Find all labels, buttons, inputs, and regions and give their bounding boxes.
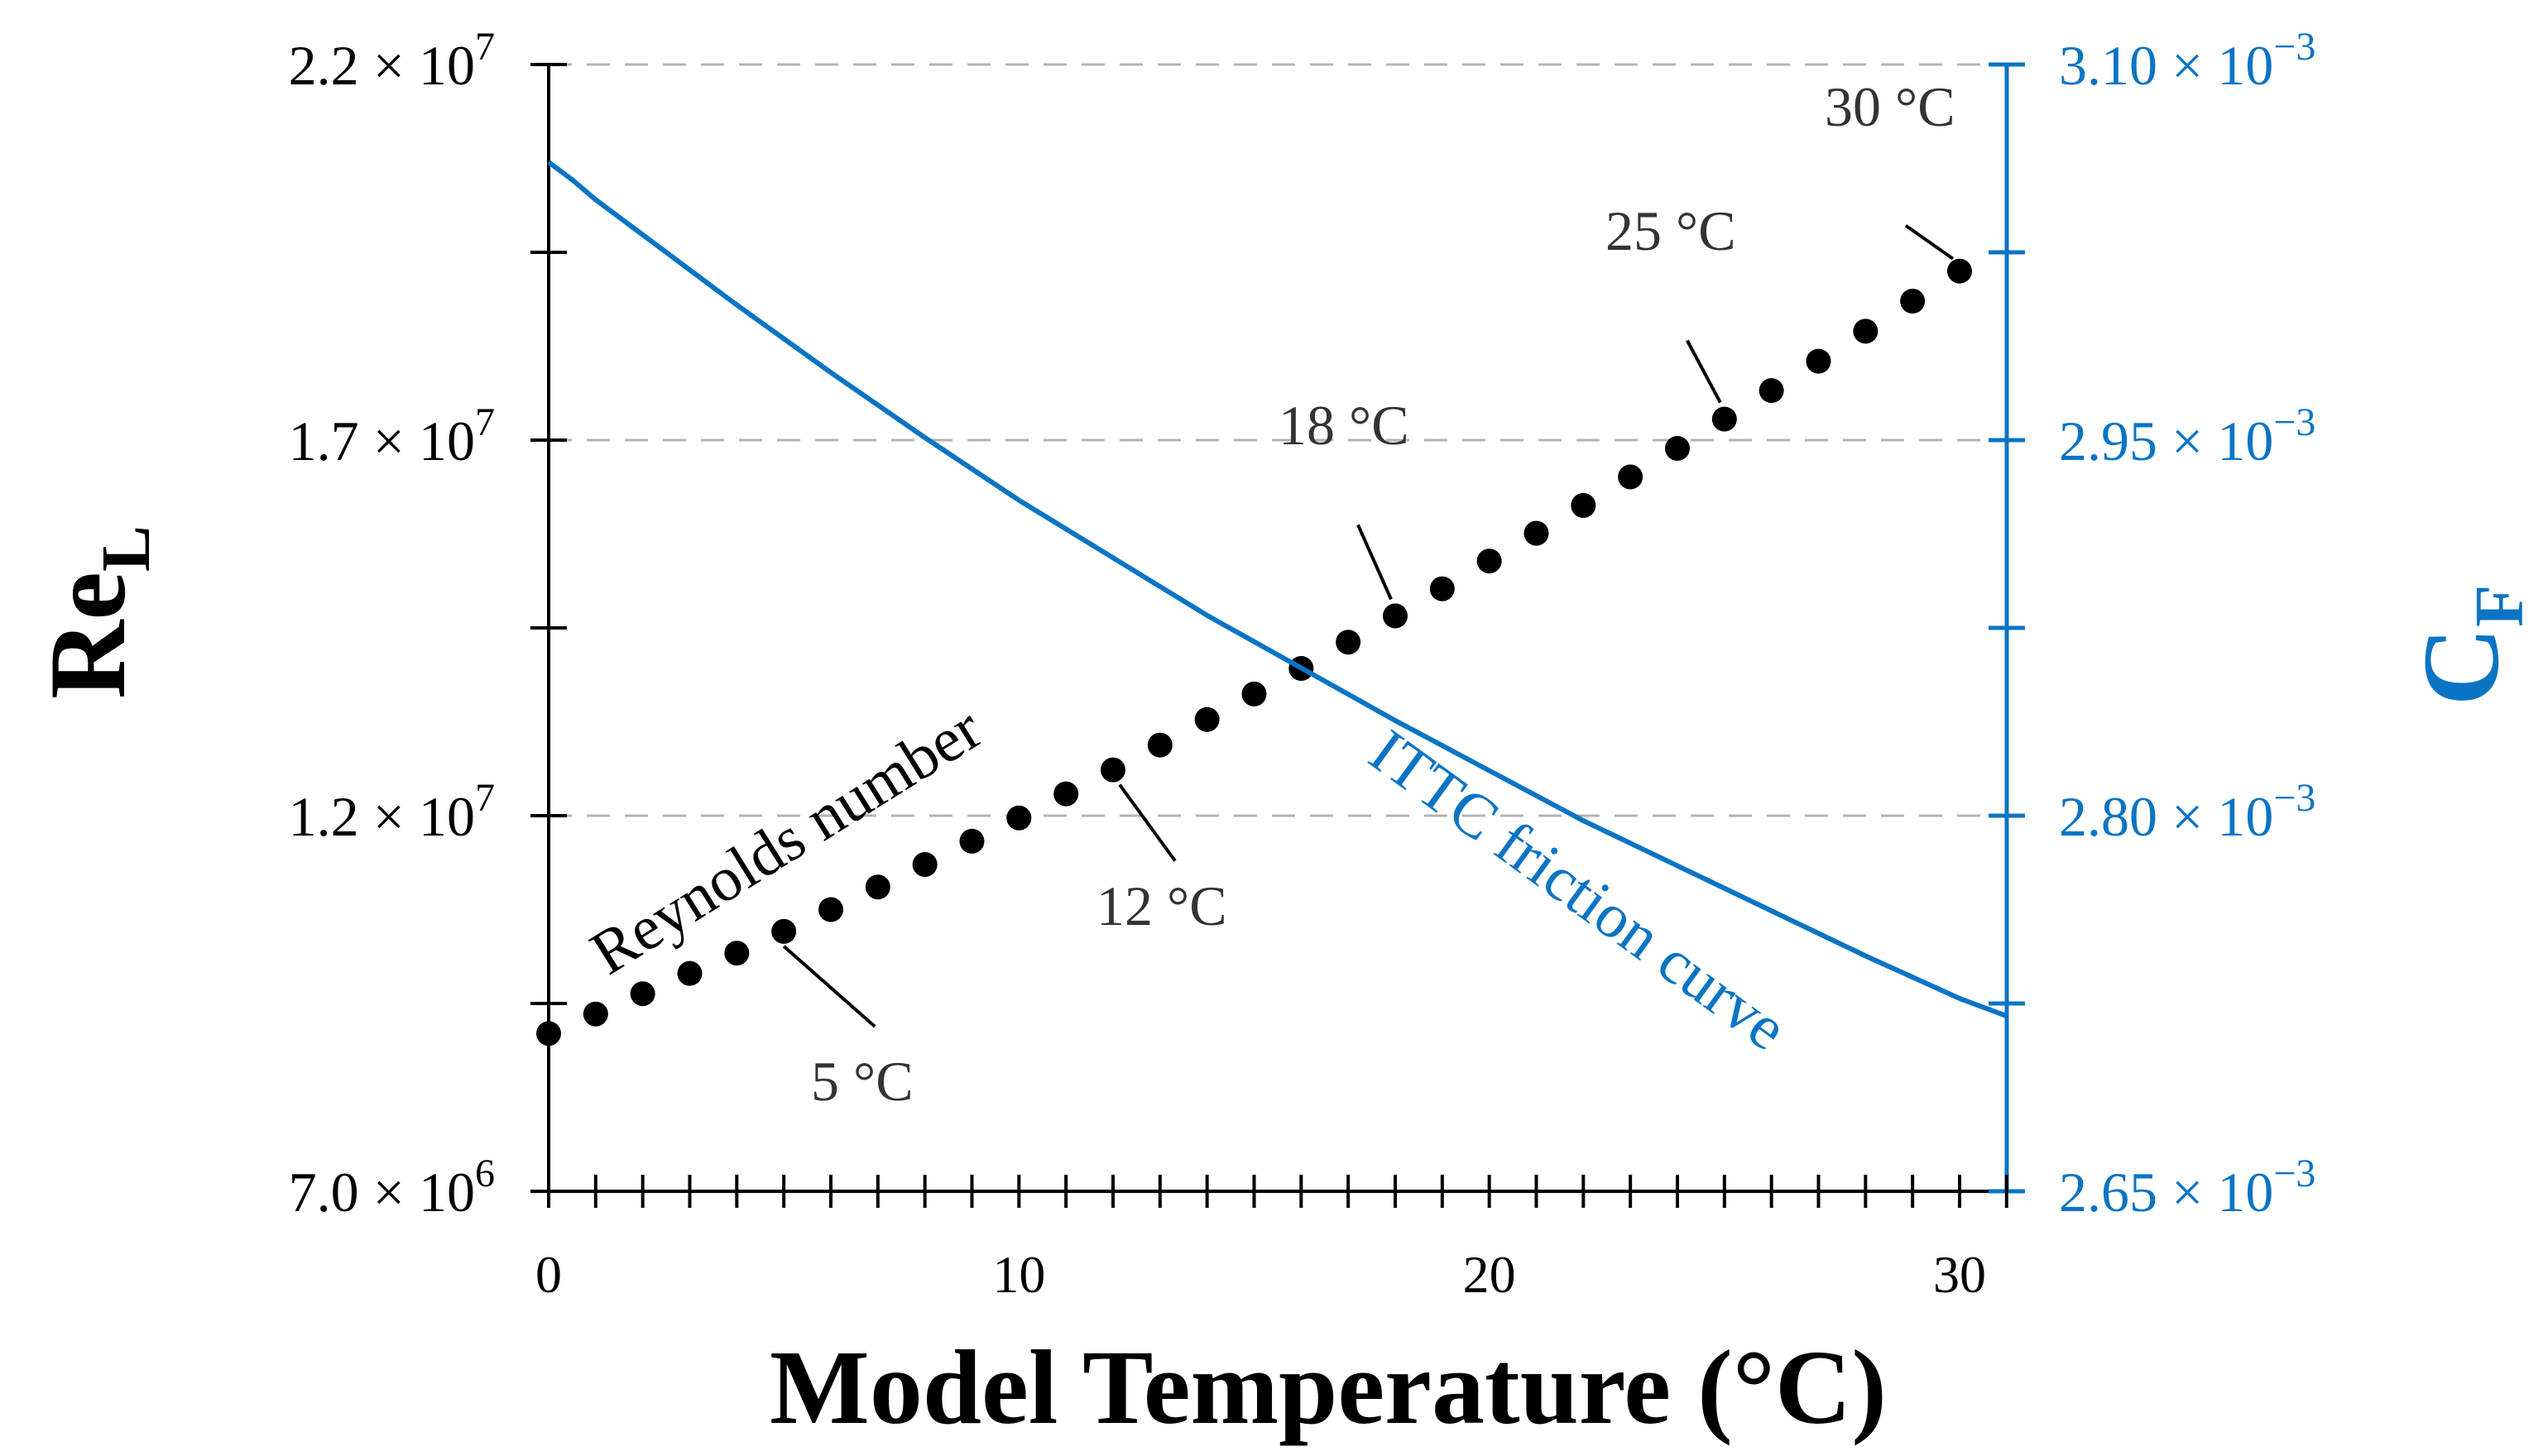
right-tick-label: 2.65 × 10−3 [2059,1152,2315,1224]
reynolds-point [1053,781,1079,807]
annotation-label: 5 °C [811,1050,914,1113]
reynolds-point [1853,318,1878,344]
annotation-leader [782,945,876,1028]
left-tick-label: 2.2 × 107 [289,25,495,97]
reynolds-point [1336,630,1361,655]
right-tick-label: 3.10 × 10−3 [2059,25,2315,97]
reynolds-point [1194,706,1220,732]
reynolds-point [1806,348,1831,374]
reynolds-point [1147,732,1173,758]
reynolds-point [1101,757,1125,783]
reynolds-point [912,852,938,878]
annotation-leader [1118,783,1177,862]
reynolds-point [1947,258,1972,284]
reynolds-series-label: Reynolds number [578,693,993,988]
reynolds-point [677,960,703,986]
left-tick-label: 1.7 × 107 [289,400,495,472]
x-tick-label: 0 [535,1245,562,1304]
x-axis-title: Model Temperature (°C) [770,1329,1887,1446]
reynolds-point [1711,406,1737,432]
label-layer: Reynolds number ITTC friction curveModel … [26,525,2538,1446]
annotation-leader [1904,224,1955,261]
grid-layer [549,63,2007,817]
reynolds-point [1383,603,1408,629]
reynolds-point [818,897,843,922]
annotation-label: 30 °C [1825,75,1955,138]
reynolds-point [1900,289,1926,314]
reynolds-point [1241,681,1267,706]
right-tick-label: 2.80 × 10−3 [2059,776,2315,848]
annotation-layer: 5 °C 12 °C 18 °C 25 °C 30 °C [782,75,1955,1113]
reynolds-point [865,874,890,900]
reynolds-point [1476,548,1502,574]
x-tick-label: 30 [1933,1245,1986,1304]
ittc-curve-line [547,160,2008,1018]
reynolds-point [630,981,655,1007]
reynolds-point [959,828,985,854]
right-axis-title: CF [2400,585,2538,706]
reynolds-point [1429,576,1455,601]
reynolds-point [1523,520,1549,546]
left-tick-label: 7.0 × 106 [289,1152,495,1224]
reynolds-point [724,941,750,966]
annotation-label: 25 °C [1605,199,1736,262]
x-tick-label: 10 [992,1245,1045,1304]
reynolds-point [1665,435,1690,461]
axes-layer: 7.0 × 106 1.2 × 107 1.7 × 107 2.2 × 107 2.65… [289,25,2316,1304]
annotation-leader [1686,339,1722,404]
reynolds-point [1759,378,1784,404]
reynolds-point [1618,464,1643,490]
series-layer [536,160,2008,1046]
reynolds-point [1006,805,1032,831]
reynolds-point [583,1001,608,1027]
x-tick-label: 20 [1463,1245,1516,1304]
annotation-leader [1356,524,1393,601]
left-axis-title: ReL [26,525,165,699]
right-tick-label: 2.95 × 10−3 [2059,400,2315,472]
annotation-label: 12 °C [1096,874,1227,937]
annotation-label: 18 °C [1279,394,1409,457]
reynolds-point [536,1021,561,1046]
reynolds-point [771,918,797,944]
reynolds-point [1571,492,1596,518]
left-tick-label: 1.2 × 107 [289,776,495,848]
